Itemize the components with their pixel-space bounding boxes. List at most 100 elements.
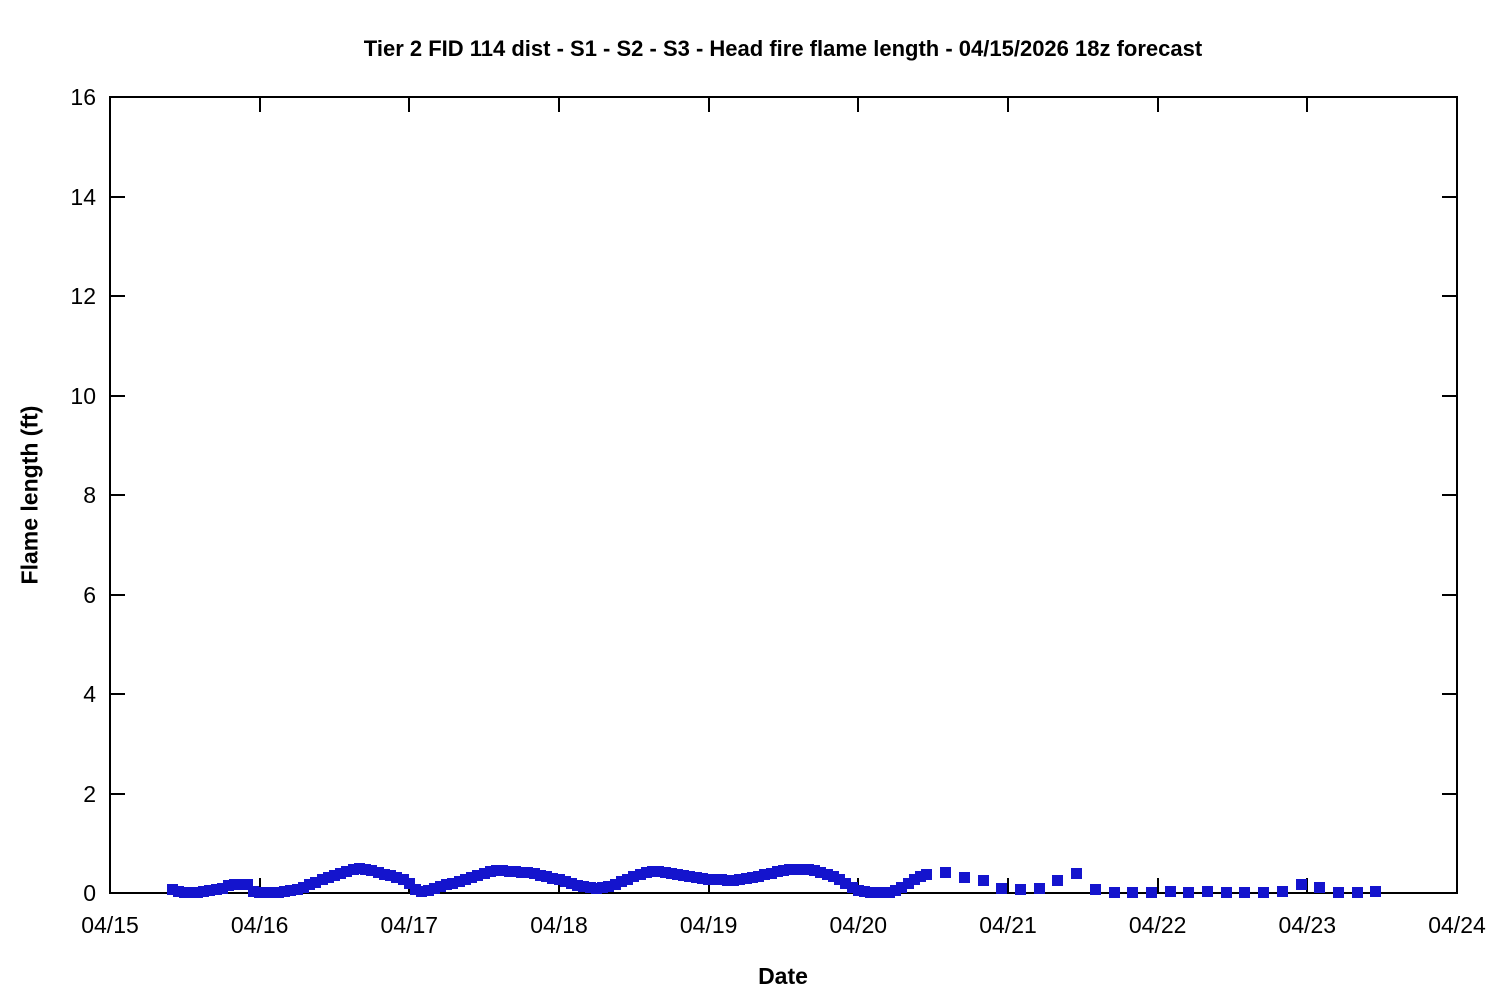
y-tick-left <box>110 195 125 198</box>
data-point <box>590 882 602 894</box>
data-point <box>890 885 902 896</box>
data-point <box>279 886 291 897</box>
data-point <box>329 870 340 882</box>
data-point <box>391 871 403 883</box>
data-point <box>740 873 752 885</box>
data-point <box>578 881 590 893</box>
data-point <box>715 874 727 886</box>
data-point <box>491 865 503 877</box>
data-point <box>753 870 765 882</box>
x-tick-label: 04/24 <box>1428 912 1486 938</box>
data-point <box>821 868 833 880</box>
data-point <box>634 868 646 880</box>
data-point <box>1239 886 1251 898</box>
data-point <box>534 869 546 881</box>
data-point <box>372 866 384 878</box>
x-tick-bottom <box>1306 878 1309 893</box>
x-tick-top <box>1007 97 1009 112</box>
data-point <box>1258 886 1270 898</box>
data-point <box>416 886 428 897</box>
data-point <box>565 877 577 889</box>
data-point <box>609 878 621 890</box>
data-point <box>528 868 540 880</box>
y-tick-left <box>110 295 125 297</box>
chart-title: Tier 2 FID 114 dist - S1 - S2 - S3 - Hea… <box>363 36 1203 61</box>
data-point <box>466 871 478 883</box>
data-point <box>852 884 864 896</box>
data-point <box>547 872 559 884</box>
data-point <box>647 866 659 878</box>
x-tick-label: 04/16 <box>230 912 289 938</box>
data-point <box>1276 886 1288 897</box>
x-tick-bottom <box>1007 878 1009 893</box>
y-tick-left <box>110 494 125 496</box>
data-point <box>378 868 390 880</box>
data-point <box>746 872 758 884</box>
y-tick-label: 0 <box>83 880 96 906</box>
data-point <box>696 873 708 885</box>
data-point <box>453 875 465 887</box>
data-point <box>210 884 222 896</box>
y-tick-label: 16 <box>70 84 96 110</box>
data-point <box>902 877 914 889</box>
data-point <box>516 866 528 878</box>
x-tick-top <box>408 97 411 112</box>
data-point <box>285 885 297 896</box>
data-point <box>572 879 584 891</box>
data-point <box>297 881 309 893</box>
y-tick-right <box>1442 693 1457 695</box>
data-point <box>1127 886 1139 898</box>
data-point <box>316 874 328 886</box>
data-point <box>179 886 191 898</box>
data-point <box>1220 886 1232 898</box>
y-tick-right <box>1442 195 1457 198</box>
data-point <box>522 867 534 879</box>
data-point <box>653 866 665 878</box>
data-point <box>765 867 777 879</box>
data-point <box>865 886 877 898</box>
data-point <box>322 872 334 884</box>
data-point <box>721 874 733 886</box>
y-tick-label: 10 <box>70 382 96 409</box>
data-point <box>497 865 509 877</box>
data-point <box>422 884 434 896</box>
y-tick-right <box>1442 295 1457 297</box>
data-point <box>1351 886 1363 898</box>
data-point <box>665 867 677 879</box>
data-point <box>915 870 927 882</box>
data-point <box>728 874 740 886</box>
data-point <box>247 885 259 897</box>
data-point <box>1033 882 1045 894</box>
data-point <box>1295 878 1307 890</box>
data-point <box>659 866 671 878</box>
data-point <box>428 882 440 894</box>
data-point <box>846 881 858 893</box>
data-point <box>1052 874 1064 886</box>
data-point <box>921 868 933 880</box>
data-point <box>1145 886 1157 898</box>
data-point <box>403 877 415 889</box>
data-point <box>410 883 422 895</box>
data-point <box>603 880 615 892</box>
data-point <box>472 869 484 881</box>
data-point <box>173 886 185 897</box>
y-tick-label: 4 <box>83 681 96 707</box>
data-point <box>584 882 596 894</box>
data-point <box>484 866 496 878</box>
data-point <box>541 871 553 883</box>
data-point <box>678 869 690 881</box>
data-point <box>1164 886 1176 897</box>
data-point <box>503 865 515 877</box>
x-tick-top <box>707 97 710 112</box>
x-tick-top <box>1306 97 1309 112</box>
x-tick-bottom <box>558 878 560 893</box>
data-point <box>459 873 471 885</box>
data-point <box>198 886 210 897</box>
x-tick-label: 04/15 <box>81 912 139 938</box>
data-point <box>1314 881 1326 893</box>
data-point <box>478 867 490 879</box>
data-point <box>734 874 746 886</box>
data-point <box>815 866 827 878</box>
data-point <box>809 865 821 877</box>
